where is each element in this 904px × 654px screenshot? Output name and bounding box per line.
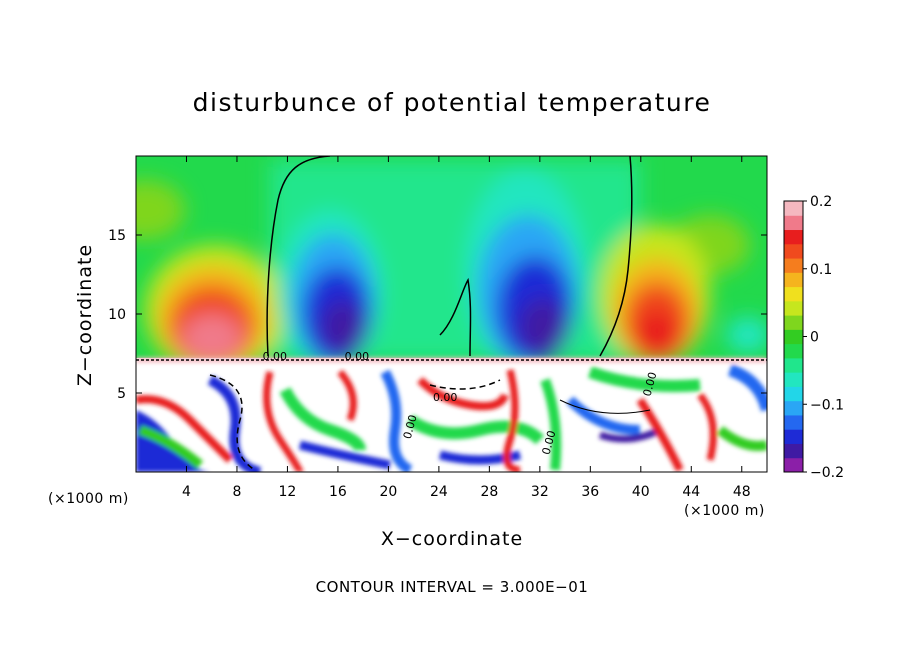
colorbar-swatch bbox=[784, 229, 803, 245]
y-axis-ticks: 5 10 15 bbox=[108, 228, 767, 402]
y-axis-label: Z−coordinate bbox=[74, 243, 96, 387]
x-axis-label: X−coordinate bbox=[380, 528, 524, 550]
contour-interval-note: CONTOUR INTERVAL = 3.000E−01 bbox=[315, 578, 589, 596]
colorbar-swatch bbox=[784, 258, 803, 273]
colorbar-swatch bbox=[784, 357, 803, 373]
x-axis-ticks: 4 8 12 16 20 24 28 32 36 40 44 48 bbox=[182, 156, 751, 500]
contour-label: 0.00 bbox=[433, 391, 458, 404]
colorbar-swatch bbox=[784, 457, 803, 473]
colorbar-swatch bbox=[784, 343, 803, 359]
contour-label: 0.00 bbox=[401, 413, 420, 440]
x-tick-label: 20 bbox=[379, 484, 397, 500]
chart-title: disturbunce of potential temperature bbox=[192, 88, 712, 117]
x-axis-unit-left: (×1000 m) bbox=[48, 491, 129, 507]
x-axis-unit-right: (×1000 m) bbox=[684, 503, 765, 519]
x-tick-label: 36 bbox=[581, 484, 599, 500]
x-tick-label: 24 bbox=[430, 484, 448, 500]
colorbar: 0.2 0.1 0 −0.1 −0.2 bbox=[783, 194, 844, 481]
contour-label: 0.00 bbox=[345, 350, 370, 363]
colorbar-swatch bbox=[784, 429, 803, 444]
colorbar-swatch bbox=[784, 286, 803, 302]
colorbar-swatch bbox=[784, 329, 803, 345]
y-tick-label: 10 bbox=[108, 307, 126, 323]
x-tick-label: 48 bbox=[733, 484, 751, 500]
x-tick-label: 4 bbox=[182, 484, 191, 500]
contour-label: 0.00 bbox=[641, 371, 660, 398]
colorbar-swatch bbox=[784, 243, 803, 259]
colorbar-swatch bbox=[784, 272, 803, 288]
x-tick-label: 8 bbox=[232, 484, 241, 500]
zero-contour bbox=[266, 156, 633, 357]
colorbar-swatch bbox=[784, 372, 803, 387]
heatmap-field bbox=[136, 156, 767, 472]
contour-label: 0.00 bbox=[263, 350, 288, 363]
colorbar-tick-label: −0.2 bbox=[810, 465, 844, 481]
colorbar-tick-label: −0.1 bbox=[810, 397, 844, 413]
colorbar-swatch bbox=[784, 414, 803, 430]
colorbar-swatch bbox=[784, 315, 803, 330]
lower-turbulent-layer bbox=[136, 357, 767, 472]
colorbar-swatch bbox=[784, 400, 803, 416]
y-tick-label: 15 bbox=[108, 228, 126, 244]
x-tick-label: 12 bbox=[279, 484, 297, 500]
x-tick-label: 32 bbox=[531, 484, 549, 500]
colorbar-tick-label: 0 bbox=[810, 330, 819, 346]
upper-layer-anomalies bbox=[136, 160, 767, 375]
colorbar-swatch bbox=[784, 443, 803, 459]
x-tick-label: 28 bbox=[480, 484, 498, 500]
y-tick-label: 5 bbox=[117, 386, 126, 402]
contour-labels: 0.00 0.00 0.00 0.00 0.00 0.00 bbox=[263, 350, 660, 456]
x-tick-label: 40 bbox=[632, 484, 650, 500]
colorbar-tick-label: 0.2 bbox=[810, 194, 832, 210]
contour-label: 0.00 bbox=[540, 429, 559, 456]
colorbar-swatch bbox=[784, 300, 803, 316]
colorbar-swatch bbox=[784, 215, 803, 231]
colorbar-tick-label: 0.1 bbox=[810, 262, 832, 278]
x-tick-label: 16 bbox=[329, 484, 347, 500]
colorbar-swatch bbox=[784, 201, 803, 216]
x-tick-label: 44 bbox=[682, 484, 700, 500]
colorbar-swatch bbox=[784, 386, 803, 402]
